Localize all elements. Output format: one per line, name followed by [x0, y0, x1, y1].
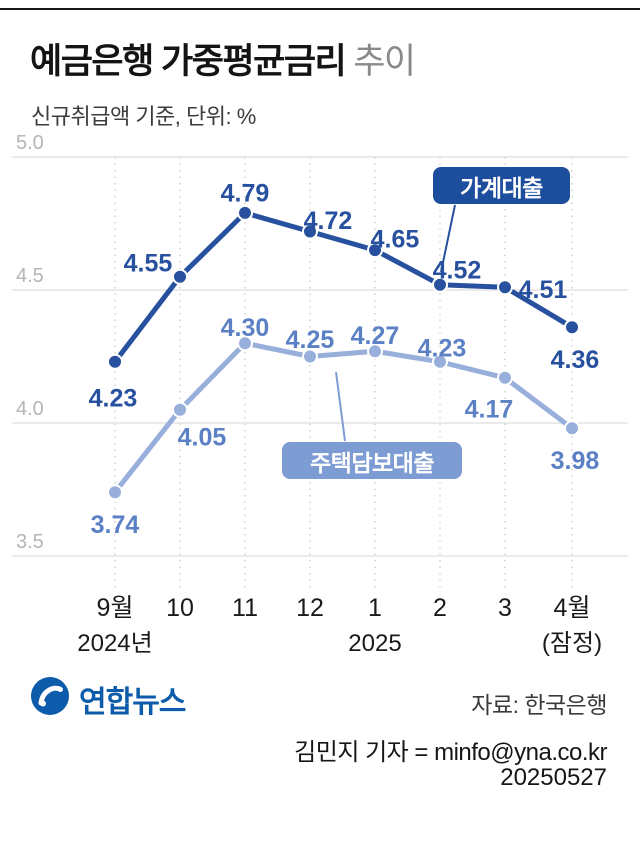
callout-pointers — [335, 204, 456, 442]
svg-text:4.65: 4.65 — [371, 226, 420, 254]
logo-wordmark: 연합뉴스 — [79, 685, 186, 719]
data-source: 자료: 한국은행 — [471, 692, 607, 718]
series-mortgage: 3.74 4.05 4.30 4.25 4.27 4.23 4.17 3.98 — [91, 314, 600, 539]
title-sub: 추이 — [353, 42, 416, 81]
page-title: 예금은행 가중평균금리 추이 — [30, 33, 416, 84]
svg-text:4.36: 4.36 — [551, 346, 600, 374]
chart-subtitle: 신규취급액 기준, 단위: % — [31, 104, 256, 129]
svg-text:5.0: 5.0 — [16, 132, 44, 154]
svg-text:4.0: 4.0 — [16, 398, 44, 420]
svg-text:3.74: 3.74 — [91, 511, 140, 539]
publish-date: 20250527 — [500, 764, 607, 791]
svg-text:(잠정): (잠정) — [542, 630, 602, 657]
svg-text:3.5: 3.5 — [16, 531, 44, 553]
svg-text:10: 10 — [166, 594, 194, 622]
svg-text:9월: 9월 — [97, 594, 134, 622]
svg-text:2024년: 2024년 — [77, 630, 152, 657]
svg-text:4.23: 4.23 — [89, 384, 138, 412]
svg-text:4.27: 4.27 — [351, 322, 400, 350]
legend-badge-mortgage-loans: 주택담보대출 — [282, 442, 462, 479]
svg-text:4.05: 4.05 — [178, 423, 227, 451]
svg-text:4.72: 4.72 — [304, 207, 353, 235]
svg-text:4.51: 4.51 — [519, 276, 568, 304]
svg-text:4.17: 4.17 — [465, 395, 514, 423]
svg-text:1: 1 — [368, 594, 382, 622]
svg-text:12: 12 — [296, 594, 324, 622]
svg-text:3.98: 3.98 — [551, 447, 600, 475]
yonhap-globe-icon — [30, 676, 70, 721]
reporter-byline: 김민지 기자 = minfo@yna.co.kr — [294, 739, 607, 766]
svg-text:4.23: 4.23 — [418, 334, 467, 362]
yonhap-logo: 연합뉴스 — [30, 676, 186, 721]
svg-text:4.30: 4.30 — [221, 314, 270, 342]
svg-text:4.79: 4.79 — [221, 180, 270, 208]
x-gridlines — [114, 157, 573, 588]
legend-badge-household-loans: 가계대출 — [433, 167, 570, 204]
series-household: 4.23 4.55 4.79 4.72 4.65 4.52 4.51 4.36 — [89, 180, 600, 413]
svg-text:2025: 2025 — [348, 630, 401, 657]
svg-text:11: 11 — [232, 594, 258, 622]
svg-text:4.55: 4.55 — [124, 249, 173, 277]
svg-text:4.52: 4.52 — [433, 256, 482, 284]
svg-text:3: 3 — [498, 594, 512, 622]
svg-text:4월: 4월 — [554, 594, 591, 622]
svg-text:4.25: 4.25 — [286, 326, 335, 354]
svg-text:2: 2 — [433, 594, 447, 622]
svg-text:4.5: 4.5 — [16, 265, 44, 287]
title-main: 예금은행 가중평균금리 — [30, 42, 347, 81]
top-divider — [0, 8, 640, 10]
